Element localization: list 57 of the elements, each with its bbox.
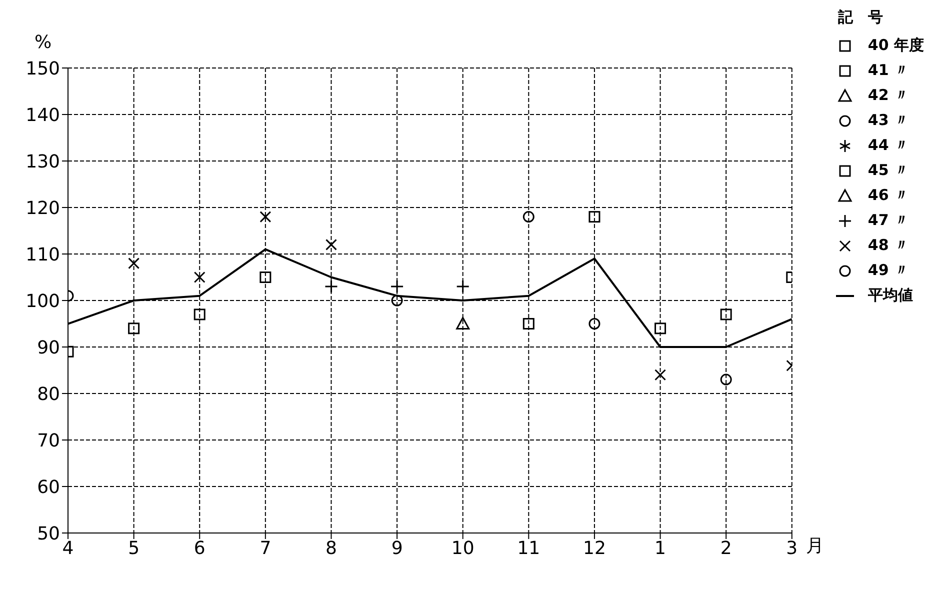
x-tick-label: 9: [391, 538, 403, 559]
point: [654, 369, 666, 381]
point: [194, 272, 206, 283]
legend-label: 44 〃: [868, 136, 909, 155]
y-tick-label: 60: [37, 476, 60, 498]
x-tick-label: 4: [62, 538, 74, 559]
legend-label: 43 〃: [868, 111, 909, 130]
x-tick-label: 5: [128, 538, 140, 559]
y-tick-label: 80: [37, 384, 60, 405]
point: [128, 322, 140, 334]
point: [324, 280, 338, 294]
x-tick-label: 7: [260, 538, 272, 559]
x-tick-label: 11: [517, 538, 540, 559]
point: [456, 317, 470, 330]
legend-label: 平均値: [868, 286, 913, 305]
y-axis-title: %: [34, 32, 52, 53]
point: [194, 308, 206, 320]
point: [128, 258, 140, 270]
y-tick-label: 120: [26, 198, 60, 219]
y-tick-label: 90: [37, 337, 60, 358]
point: [456, 280, 470, 294]
x-tick-label: 10: [451, 538, 474, 559]
legend-label: 46 〃: [868, 186, 909, 205]
x-tick-label: 6: [194, 538, 206, 559]
x-tick-label: 8: [326, 538, 337, 559]
point: [720, 374, 732, 386]
x-tick-label: 2: [720, 538, 732, 559]
point: [390, 280, 404, 294]
y-tick-label: 110: [26, 244, 60, 266]
y-tick-label: 70: [37, 430, 60, 452]
legend-label: 42 〃: [868, 86, 909, 105]
point: [325, 238, 337, 250]
legend-title: 記 号: [836, 8, 884, 27]
point: [391, 294, 403, 306]
y-tick-label: 50: [37, 523, 60, 544]
y-tick-label: 100: [26, 290, 60, 312]
legend-label: 40 年度: [868, 36, 924, 55]
point: [260, 211, 272, 223]
x-tick-label: 3: [786, 538, 798, 559]
legend-label: 48 〃: [868, 236, 909, 255]
legend-label: 45 〃: [868, 161, 909, 180]
point: [588, 211, 600, 223]
point: [522, 211, 534, 223]
y-tick-label: 140: [26, 104, 60, 126]
point: [522, 318, 534, 330]
point: [588, 318, 600, 330]
x-tick-label: 1: [654, 538, 666, 559]
point: [720, 308, 732, 320]
legend-label: 41 〃: [868, 61, 909, 80]
y-tick-label: 150: [26, 58, 60, 80]
x-axis-title: 月: [806, 535, 824, 556]
legend-label: 47 〃: [868, 211, 909, 230]
x-tick-label: 12: [583, 538, 606, 559]
y-tick-label: 130: [26, 151, 60, 172]
point: [260, 272, 272, 283]
legend-label: 49 〃: [868, 261, 909, 280]
point: [654, 322, 666, 334]
